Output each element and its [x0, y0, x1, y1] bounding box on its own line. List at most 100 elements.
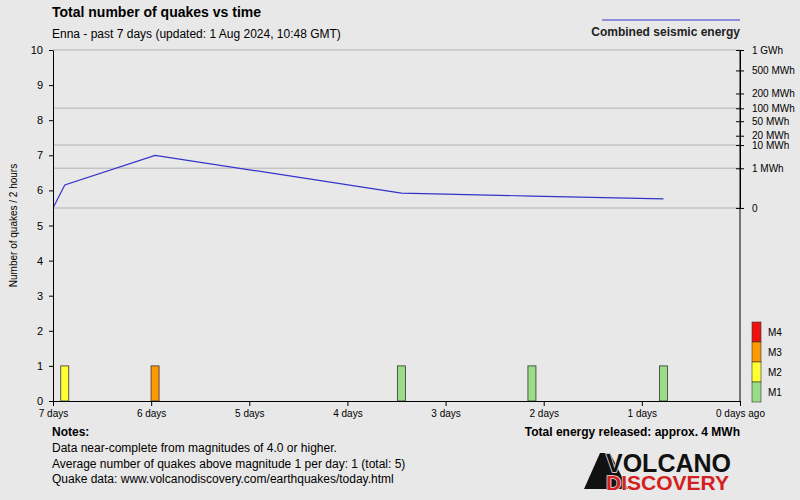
legend-swatch [752, 322, 761, 342]
x-tick-label: 7 days [39, 408, 68, 419]
note: Average number of quakes above magnitude… [52, 457, 405, 471]
y-tick-label: 9 [37, 79, 43, 91]
legend-swatch [752, 362, 761, 382]
y2-tick-mark [736, 93, 744, 94]
x-tick-mark [642, 401, 643, 406]
legend-swatch [752, 342, 761, 362]
legend-label: M1 [768, 387, 782, 398]
y-tick-mark [49, 226, 53, 227]
x-tick-label: 3 days [431, 408, 460, 419]
y-tick-mark [49, 120, 53, 121]
legend-label: M4 [768, 327, 782, 338]
x-tick-mark [446, 401, 447, 406]
y-tick-label: 10 [31, 44, 43, 56]
x-tick-mark [347, 401, 348, 406]
y-tick-mark [49, 261, 53, 262]
y-tick-label: 8 [37, 114, 43, 126]
y2-tick-mark [736, 168, 744, 169]
x-tick-mark [544, 401, 545, 406]
y2-tick-mark [736, 136, 744, 137]
plot-area [53, 155, 667, 401]
x-tick-label: 2 days [529, 408, 558, 419]
x-tick: 0 days ago [716, 401, 765, 419]
legend-line [602, 19, 740, 20]
x-tick: 5 days [235, 401, 264, 419]
y-tick: 3 [37, 290, 53, 302]
y2-tick-mark [736, 208, 744, 209]
x-tick: 7 days [39, 401, 68, 419]
y-tick: 6 [37, 184, 53, 196]
y2-tick-label: 200 MWh [752, 88, 795, 99]
y2-tick-mark [736, 145, 744, 146]
y-tick: 5 [37, 220, 53, 232]
x-tick: 1 days [628, 401, 657, 419]
notes-title: Notes: [52, 425, 89, 439]
y-tick: 8 [37, 114, 53, 126]
y2-tick-mark [736, 50, 744, 51]
y-tick-mark [49, 401, 53, 402]
y-axis: 012345678910 [31, 44, 54, 407]
subtitle: Enna - past 7 days (updated: 1 Aug 2024,… [52, 27, 341, 41]
y-tick-label: 1 [37, 360, 43, 372]
bar [61, 366, 69, 401]
y2-tick-label: 100 MWh [752, 103, 795, 114]
title: Total number of quakes vs time [52, 4, 261, 20]
total-energy: Total energy released: approx. 4 MWh [525, 425, 740, 439]
y2-tick: 200 MWh [736, 88, 795, 99]
energy-line [53, 155, 663, 208]
y-tick-mark [49, 155, 53, 156]
y2-tick: 500 MWh [736, 65, 795, 76]
plot-frame-right [740, 50, 741, 401]
y-tick: 2 [37, 325, 53, 337]
y-tick-label: 5 [37, 220, 43, 232]
x-tick-mark [53, 401, 54, 406]
x-tick-mark [740, 401, 741, 406]
x-tick-mark [151, 401, 152, 406]
y2-tick-label: 1 GWh [752, 45, 783, 56]
logo-text: DISCOVERY [606, 471, 729, 494]
grid [53, 50, 740, 208]
legend-label: M2 [768, 367, 782, 378]
grid-line [53, 168, 740, 170]
x-tick: 2 days [529, 401, 558, 419]
y2-tick-mark [736, 108, 744, 109]
y-tick-label: 6 [37, 184, 43, 196]
x-tick: 3 days [431, 401, 460, 419]
legend-label: Combined seismic energy [591, 25, 740, 39]
y-axis-line [53, 51, 54, 402]
y2-tick: 1 GWh [736, 45, 783, 56]
y-tick-mark [49, 366, 53, 367]
note: Data near-complete from magnitudes of 4.… [52, 441, 337, 455]
legend: Combined seismic energy [591, 20, 740, 39]
bar [659, 366, 667, 401]
y2-axis: 01 MWh10 MWh20 MWh50 MWh100 MWh200 MWh50… [736, 45, 795, 214]
y2-axis-line [740, 51, 741, 209]
background [0, 0, 800, 500]
y2-tick-label: 50 MWh [752, 116, 789, 127]
x-axis: 7 days6 days5 days4 days3 days2 days1 da… [39, 401, 766, 419]
y-tick-label: 0 [37, 395, 43, 407]
chart: Total number of quakes vs time Enna - pas… [0, 0, 800, 500]
y2-tick: 50 MWh [736, 116, 789, 127]
grid-line [53, 49, 740, 51]
magnitude-legend: M4M3M2M1 [752, 322, 782, 402]
x-tick-label: 5 days [235, 408, 264, 419]
y-tick: 0 [37, 395, 53, 407]
y-tick-mark [49, 50, 53, 51]
grid-line [53, 108, 740, 110]
y2-tick: 20 MWh [736, 130, 789, 141]
bar [397, 366, 405, 401]
y-tick: 10 [31, 44, 53, 56]
y2-tick-mark [736, 70, 744, 71]
grid-line [53, 144, 740, 146]
y2-tick: 0 [736, 203, 758, 214]
y2-tick: 1 MWh [736, 163, 784, 174]
y-tick: 1 [37, 360, 53, 372]
y2-tick-label: 500 MWh [752, 65, 795, 76]
x-tick: 4 days [333, 401, 362, 419]
y-tick-mark [49, 85, 53, 86]
y-tick-label: 4 [37, 255, 43, 267]
y-tick: 4 [37, 255, 53, 267]
y-tick-mark [49, 331, 53, 332]
y2-tick-label: 20 MWh [752, 130, 789, 141]
